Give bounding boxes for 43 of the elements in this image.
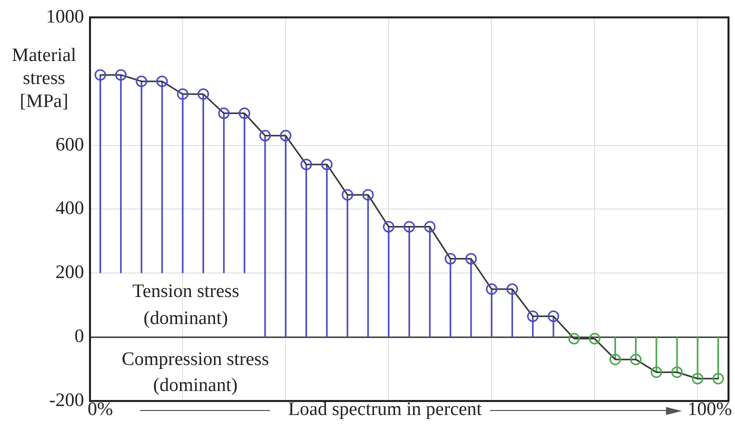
- point: [444, 253, 456, 264]
- y-axis-title: Material stress [MPa]: [12, 44, 76, 112]
- point: [156, 76, 168, 88]
- point: [527, 310, 539, 322]
- point: [404, 221, 415, 233]
- point: [465, 253, 477, 264]
- y-tick-label: 1000: [46, 6, 84, 28]
- y-tick-label: 600: [56, 134, 84, 156]
- point: [362, 189, 374, 201]
- y-tick-label: 400: [56, 198, 84, 220]
- point: [548, 310, 560, 322]
- y-tick-label: -200: [49, 390, 84, 411]
- y-tick-label: 200: [56, 262, 84, 284]
- annotation: 100%: [688, 398, 732, 420]
- point: [280, 130, 292, 142]
- point: [342, 189, 354, 201]
- point: [300, 158, 312, 170]
- point: [259, 130, 271, 142]
- annotation: 0%: [88, 398, 114, 420]
- point: [218, 108, 230, 120]
- y-tick-label: 0: [74, 326, 84, 348]
- point: [176, 88, 188, 100]
- point: [238, 108, 250, 120]
- point: [424, 221, 436, 233]
- point: [671, 366, 683, 378]
- point: [588, 332, 600, 344]
- x-axis-title: Load spectrum in percent: [288, 398, 483, 420]
- point: [486, 283, 498, 295]
- point: [94, 69, 106, 81]
- point: [321, 158, 333, 170]
- annotation: Compression stress (dominant): [122, 349, 269, 396]
- point: [650, 366, 662, 378]
- point: [382, 221, 394, 233]
- point: [630, 354, 642, 366]
- point: [115, 69, 127, 81]
- point: [609, 354, 621, 366]
- point: [506, 283, 518, 295]
- point: [692, 372, 704, 384]
- point: [198, 88, 210, 100]
- point: [712, 372, 724, 384]
- point: [136, 76, 148, 88]
- point: [568, 332, 580, 344]
- annotation: Tension stress (dominant): [132, 281, 240, 330]
